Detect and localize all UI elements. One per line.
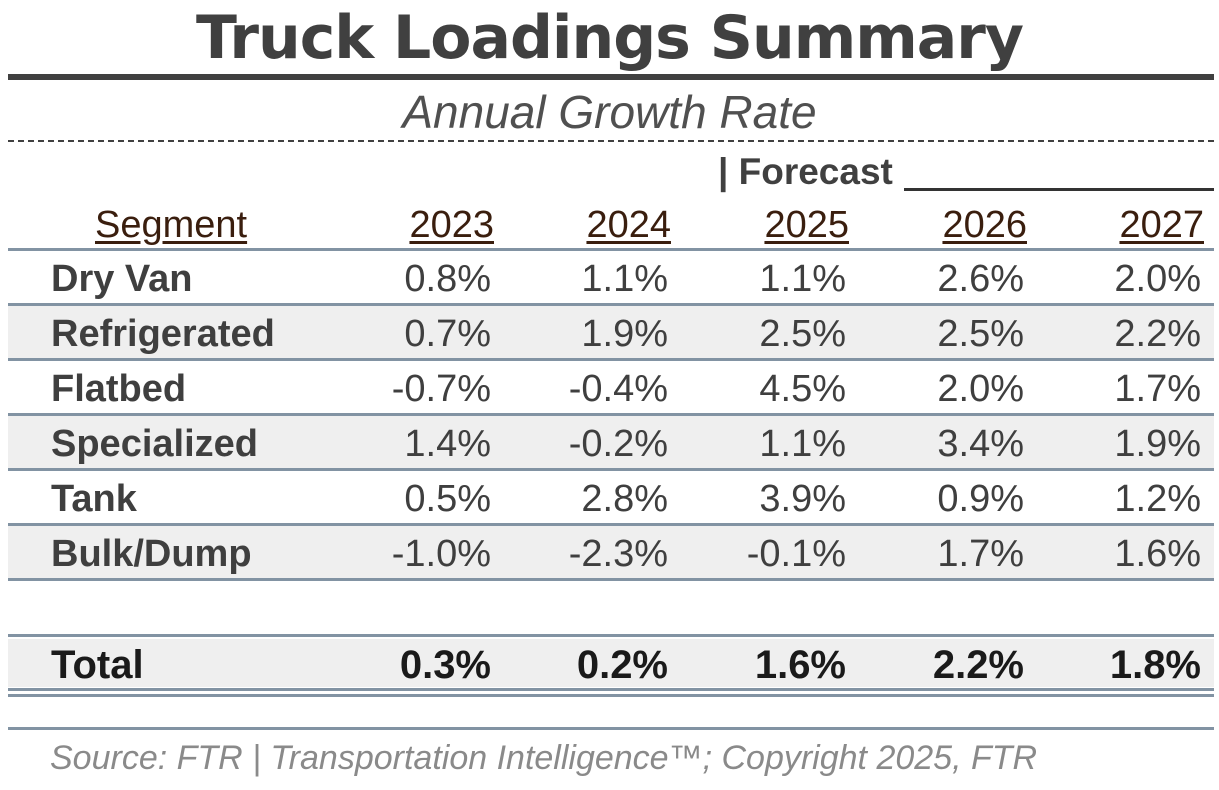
value-cell-2023: 0.5% — [404, 478, 491, 520]
value-cell-2023: 0.7% — [404, 313, 491, 355]
total-top-rule — [8, 634, 1214, 637]
total-cell-2027: 1.8% — [1109, 643, 1201, 687]
title-divider — [8, 74, 1214, 80]
forecast-underline — [904, 188, 1214, 191]
subtitle: Annual Growth Rate — [402, 86, 817, 138]
row-rule — [8, 468, 1214, 471]
total-cell-2023: 0.3% — [399, 643, 491, 687]
value-cell-2026: 0.9% — [937, 478, 1024, 520]
year-header-2027: 2027 — [1119, 204, 1204, 246]
value-cell-2024: 2.8% — [581, 478, 668, 520]
page-title: Truck Loadings Summary — [196, 3, 1024, 73]
segment-label: Tank — [51, 478, 137, 520]
table-row: Bulk/Dump -1.0% -2.3% -0.1% 1.7% 1.6% — [8, 526, 1214, 578]
value-cell-2024: -2.3% — [568, 533, 668, 575]
dashed-divider — [8, 140, 1214, 142]
segment-label: Flatbed — [51, 368, 187, 410]
value-cell-2025: 1.1% — [759, 258, 846, 300]
value-cell-2023: -0.7% — [391, 368, 491, 410]
total-bottom-rule-2 — [8, 694, 1214, 697]
value-cell-2027: 1.9% — [1114, 423, 1201, 465]
table-row: Refrigerated 0.7% 1.9% 2.5% 2.5% 2.2% — [8, 306, 1214, 358]
row-rule — [8, 578, 1214, 581]
value-cell-2025: 3.9% — [759, 478, 846, 520]
row-rule — [8, 303, 1214, 306]
value-cell-2027: 2.0% — [1114, 258, 1201, 300]
total-cell-2025: 1.6% — [754, 643, 846, 687]
value-cell-2027: 1.2% — [1114, 478, 1201, 520]
total-cell-2024: 0.2% — [576, 643, 668, 687]
segment-label: Dry Van — [51, 258, 193, 300]
year-header-2023: 2023 — [409, 204, 494, 246]
year-header-2025: 2025 — [764, 204, 849, 246]
value-cell-2024: -0.4% — [568, 368, 668, 410]
value-cell-2026: 2.6% — [937, 258, 1024, 300]
segment-label: Specialized — [51, 423, 258, 465]
value-cell-2025: 2.5% — [759, 313, 846, 355]
total-row: Total 0.3% 0.2% 1.6% 2.2% 1.8% — [8, 639, 1214, 687]
total-label: Total — [51, 643, 144, 687]
table-row: Flatbed -0.7% -0.4% 4.5% 2.0% 1.7% — [8, 361, 1214, 413]
value-cell-2024: 1.9% — [581, 313, 668, 355]
value-cell-2026: 1.7% — [937, 533, 1024, 575]
segment-label: Bulk/Dump — [51, 533, 252, 575]
value-cell-2027: 2.2% — [1114, 313, 1201, 355]
value-cell-2023: -1.0% — [391, 533, 491, 575]
value-cell-2024: 1.1% — [581, 258, 668, 300]
total-bottom-rule-1 — [8, 688, 1214, 691]
value-cell-2024: -0.2% — [568, 423, 668, 465]
value-cell-2025: 4.5% — [759, 368, 846, 410]
value-cell-2023: 1.4% — [404, 423, 491, 465]
value-cell-2026: 3.4% — [937, 423, 1024, 465]
forecast-label: | Forecast — [718, 151, 893, 192]
row-rule — [8, 358, 1214, 361]
year-header-2024: 2024 — [586, 204, 671, 246]
table-row: Tank 0.5% 2.8% 3.9% 0.9% 1.2% — [8, 471, 1214, 523]
total-cell-2026: 2.2% — [932, 643, 1024, 687]
value-cell-2023: 0.8% — [404, 258, 491, 300]
table-row: Specialized 1.4% -0.2% 1.1% 3.4% 1.9% — [8, 416, 1214, 468]
value-cell-2025: -0.1% — [746, 533, 846, 575]
source-note: Source: FTR | Transportation Intelligenc… — [50, 739, 1038, 777]
value-cell-2026: 2.5% — [937, 313, 1024, 355]
value-cell-2027: 1.6% — [1114, 533, 1201, 575]
segment-label: Refrigerated — [51, 313, 275, 355]
row-rule — [8, 248, 1214, 251]
row-rule — [8, 523, 1214, 526]
value-cell-2026: 2.0% — [937, 368, 1024, 410]
value-cell-2027: 1.7% — [1114, 368, 1201, 410]
row-rule — [8, 413, 1214, 416]
year-header-2026: 2026 — [942, 204, 1027, 246]
value-cell-2025: 1.1% — [759, 423, 846, 465]
table-row: Dry Van 0.8% 1.1% 1.1% 2.6% 2.0% — [8, 251, 1214, 303]
source-rule — [8, 727, 1214, 730]
segment-header: Segment — [95, 204, 248, 246]
